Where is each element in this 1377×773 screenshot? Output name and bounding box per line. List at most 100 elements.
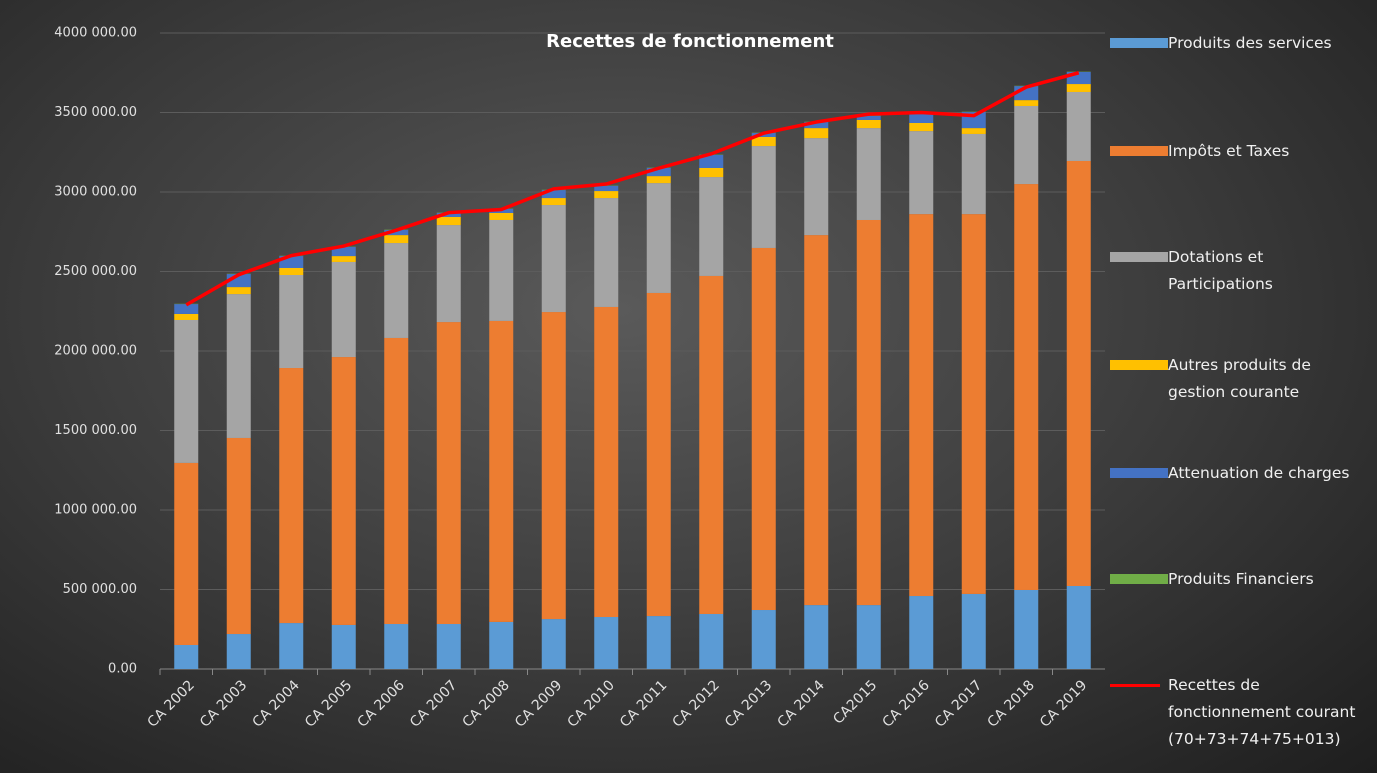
bar-segment: [174, 319, 199, 463]
legend-label: Autres produits de gestion courante: [1168, 356, 1311, 401]
bar-segment: [384, 624, 409, 669]
bar-segment: [541, 198, 566, 206]
bar-segment: [436, 212, 461, 217]
bar-segment: [909, 122, 934, 132]
x-tick-label: CA 2017: [932, 677, 985, 730]
legend-item: Produits des services: [1110, 30, 1372, 57]
bar-segment: [909, 596, 934, 669]
legend-item: Recettes de fonctionnement courant (70+7…: [1110, 672, 1372, 753]
bar-segment: [751, 247, 776, 611]
bar-segment: [541, 312, 566, 620]
legend-swatch: [1110, 574, 1168, 584]
bar-segment: [961, 214, 986, 594]
bar-segment: [226, 294, 251, 438]
x-tick-label: CA 2005: [302, 677, 355, 730]
bar-segment: [1014, 100, 1039, 106]
bar-segment: [279, 256, 304, 269]
bar-segment: [1014, 184, 1039, 590]
bar-segment: [856, 219, 881, 606]
bar-segment: [751, 610, 776, 669]
bar-segment: [279, 268, 304, 275]
x-tick-label: CA 2011: [617, 677, 670, 730]
bar-segment: [646, 167, 671, 177]
x-tick-label: CA 2004: [250, 677, 303, 730]
legend-item: Dotations et Participations: [1110, 244, 1372, 298]
bar-segment: [646, 616, 671, 669]
bar-segment: [436, 216, 461, 226]
bar-segment: [804, 235, 829, 606]
bar-segment: [541, 190, 566, 199]
bar-segment: [909, 112, 934, 123]
legend-item: Produits Financiers: [1110, 566, 1372, 593]
bar-segment: [699, 177, 724, 276]
y-tick-label: 4000 000.00: [54, 26, 137, 41]
bar-segment: [489, 320, 514, 622]
bar-segment: [384, 235, 409, 244]
x-tick-label: CA 2009: [512, 677, 565, 730]
bar-segment: [909, 131, 934, 215]
bar-segment: [226, 437, 251, 635]
bar-segment: [174, 313, 199, 320]
bar-segment: [699, 613, 724, 669]
y-tick-label: 2500 000.00: [54, 264, 137, 279]
bar-segment: [1066, 91, 1091, 161]
y-tick-label: 500 000.00: [63, 582, 137, 597]
bar-segment: [594, 185, 619, 192]
legend-swatch: [1110, 146, 1168, 156]
bar-segment: [594, 198, 619, 307]
legend-swatch: [1110, 468, 1168, 478]
bar-segment: [1066, 160, 1091, 587]
legend-label: Produits des services: [1168, 34, 1332, 52]
bar-segment: [646, 292, 671, 617]
bar-segment: [174, 304, 199, 314]
y-tick-label: 3000 000.00: [54, 185, 137, 200]
bar-segment: [1014, 105, 1039, 185]
bar-segment: [489, 219, 514, 321]
bar-segment: [384, 243, 409, 338]
y-tick-label: 1000 000.00: [54, 503, 137, 518]
bar-segment: [436, 322, 461, 625]
x-tick-label: CA 2016: [880, 677, 933, 730]
bar-segment: [489, 212, 514, 220]
bar-segment: [331, 261, 356, 358]
x-tick-label: CA 2008: [460, 677, 513, 730]
bar-segment: [856, 115, 881, 120]
bar-segment: [751, 136, 776, 147]
bar-segment: [594, 191, 619, 199]
x-tick-label: CA2015: [830, 677, 880, 727]
bar-segment: [961, 128, 986, 134]
legend-label: Produits Financiers: [1168, 570, 1314, 588]
bar-segment: [331, 624, 356, 669]
bar-segment: [699, 154, 724, 168]
bar-segment: [594, 306, 619, 618]
legend: Produits des services Impôts et Taxes Dota…: [1110, 0, 1372, 773]
bar-segment: [1066, 84, 1091, 92]
legend-item: Impôts et Taxes: [1110, 138, 1372, 165]
bar-segment: [384, 337, 409, 625]
bar-segment: [646, 176, 671, 184]
legend-label: Attenuation de charges: [1168, 464, 1350, 482]
y-tick-label: 3500 000.00: [54, 105, 137, 120]
bar-segment: [1066, 586, 1091, 669]
bar-segment: [856, 128, 881, 220]
bar-segment: [279, 368, 304, 624]
legend-swatch: [1110, 252, 1168, 262]
bar-segment: [909, 214, 934, 597]
bar-segment: [856, 119, 881, 129]
legend-swatch: [1110, 360, 1168, 370]
bar-segment: [751, 146, 776, 248]
legend-swatch: [1110, 684, 1160, 687]
bar-segment: [856, 605, 881, 669]
legend-item: Autres produits de gestion courante: [1110, 352, 1372, 406]
bar-segment: [541, 205, 566, 313]
y-tick-label: 0.00: [108, 662, 137, 677]
bar-segment: [331, 357, 356, 625]
y-tick-label: 2000 000.00: [54, 344, 137, 359]
bar-segment: [226, 287, 251, 295]
bar-segment: [331, 256, 356, 262]
bar-segment: [384, 230, 409, 236]
y-tick-label: 1500 000.00: [54, 423, 137, 438]
bar-segment: [174, 644, 199, 669]
